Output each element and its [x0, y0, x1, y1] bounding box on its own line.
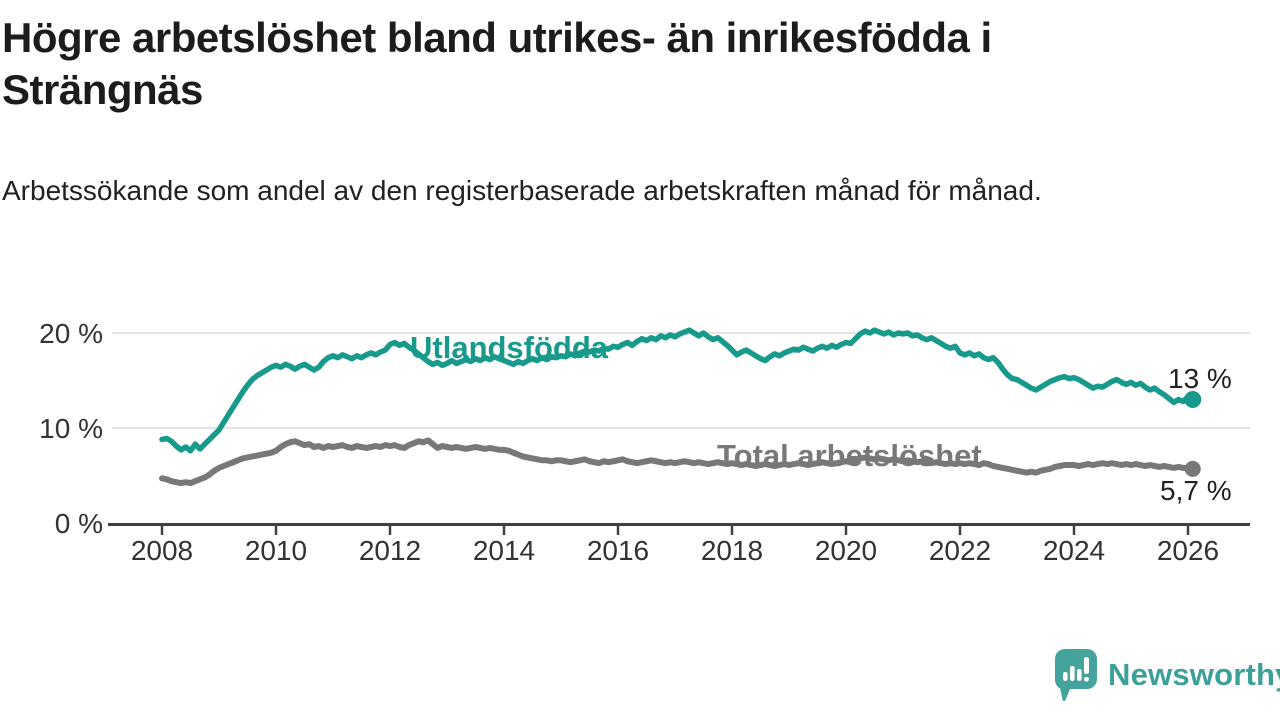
- page-title: Högre arbetslöshet bland utrikes- än inr…: [2, 14, 992, 114]
- series-end-dot-total: [1184, 460, 1201, 477]
- x-axis-tick-label: 2012: [359, 535, 421, 566]
- x-axis-tick-label: 2016: [587, 535, 649, 566]
- series-inline-label: Utlandsfödda: [410, 330, 609, 365]
- series-end-dot-utlandsfodda: [1184, 391, 1202, 408]
- x-axis-tick-label: 2022: [929, 535, 991, 566]
- x-axis-tick-label: 2020: [815, 535, 877, 566]
- x-axis-tick-label: 2026: [1157, 535, 1219, 566]
- y-axis-tick-label: 20 %: [39, 318, 103, 349]
- x-axis-tick-label: 2010: [245, 535, 307, 566]
- chart-subtitle: Arbetssökande som andel av den registerb…: [2, 175, 1042, 207]
- series-line-utlandsfodda: [159, 327, 1196, 454]
- series-inline-label: Total arbetslöshet: [717, 438, 982, 473]
- newsworthy-bubble-chart-icon: [1054, 649, 1097, 701]
- series-end-value-label: 5,7 %: [1160, 475, 1232, 506]
- x-axis-tick-label: 2014: [473, 535, 535, 566]
- series-end-value-label: 13 %: [1168, 363, 1232, 394]
- x-axis-tick-label: 2024: [1043, 535, 1105, 566]
- y-axis-tick-label: 0 %: [55, 508, 103, 539]
- newsworthy-logo-text: Newsworthy: [1108, 657, 1280, 692]
- x-axis-tick-label: 2018: [701, 535, 763, 566]
- y-axis-tick-label: 10 %: [39, 413, 103, 444]
- x-axis-tick-label: 2008: [131, 535, 193, 566]
- newsworthy-logo: Newsworthy: [1054, 648, 1280, 702]
- series-line-total: [159, 437, 1196, 487]
